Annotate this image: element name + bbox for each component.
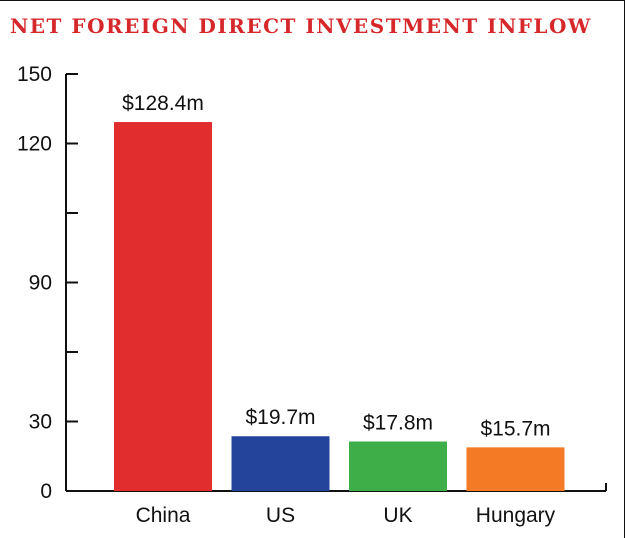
y-tick-label: 30 [29,411,52,434]
bar-us [231,436,330,491]
category-label: US [266,504,295,527]
bar-uk [349,441,447,491]
data-label: $15.7m [480,417,550,440]
data-label: $19.7m [245,406,315,429]
bar-china [114,122,212,491]
bar-hungary [466,447,565,491]
category-label: UK [383,504,412,527]
y-tick-label: 90 [29,272,52,295]
y-tick-label: 150 [17,63,52,86]
data-label: $128.4m [122,92,204,115]
chart-title: NET FOREIGN DIRECT INVESTMENT INFLOW [10,14,592,38]
y-tick-label: 120 [17,133,52,156]
category-label: Hungary [476,504,556,527]
labels: $128.4m China $19.7m US $17.8m UK $15.7m Hungar… [122,92,556,527]
y-tick-label: 0 [40,480,52,503]
category-label: China [136,504,191,527]
data-label: $17.8m [363,412,433,435]
bars [114,122,565,491]
